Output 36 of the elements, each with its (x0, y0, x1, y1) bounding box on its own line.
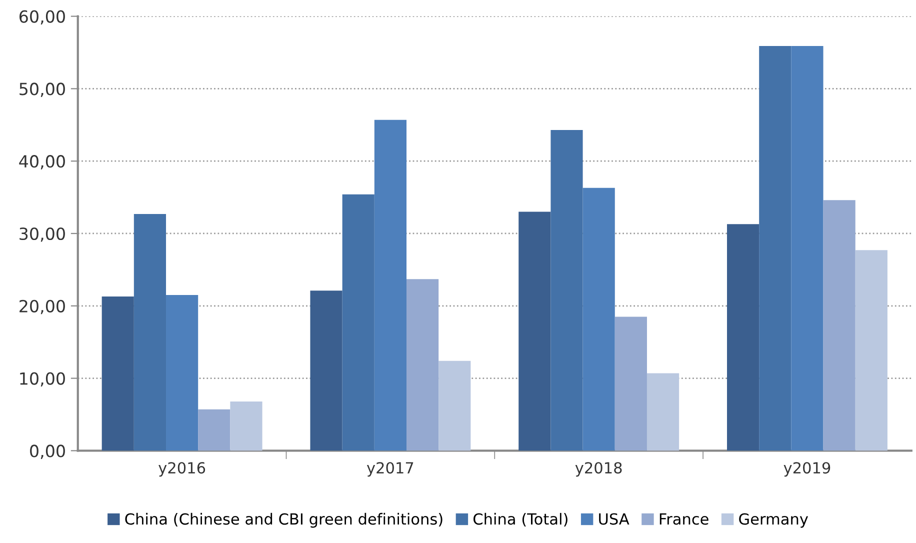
bar (855, 250, 888, 451)
bar (134, 214, 166, 451)
bar (198, 409, 230, 451)
y-tick-label: 50,00 (20, 82, 65, 97)
bar (342, 194, 374, 451)
legend-label: China (Chinese and CBI green definitions) (125, 512, 442, 528)
bar (823, 200, 856, 451)
bar (791, 46, 824, 451)
bar (438, 360, 471, 451)
legend-label: China (Total) (473, 512, 568, 527)
y-tick-label: 0,00 (30, 444, 65, 459)
x-tick-label: y2016 (158, 462, 206, 477)
bar (374, 120, 406, 451)
x-tick-label: y2017 (366, 462, 414, 477)
bar (230, 401, 262, 451)
bar (310, 290, 342, 451)
x-tick-label: y2019 (784, 462, 830, 477)
bar (726, 224, 760, 451)
bar (759, 46, 792, 451)
bar (582, 188, 615, 451)
x-tick-label: y2018 (575, 462, 622, 477)
legend-label: France (660, 513, 708, 525)
bar (550, 130, 583, 451)
bar (614, 316, 647, 451)
bar (518, 212, 551, 451)
y-tick-label: 20,00 (20, 300, 65, 314)
legend-label: USA (599, 513, 630, 525)
y-tick-label: 10,00 (20, 372, 65, 387)
bar (406, 279, 439, 451)
legend-label: Germany (739, 513, 808, 528)
bar (166, 295, 198, 451)
bar (102, 296, 134, 451)
bar (646, 373, 680, 451)
y-tick-label: 40,00 (19, 155, 65, 170)
y-tick-label: 60,00 (20, 10, 65, 25)
y-tick-label: 30,00 (20, 227, 65, 242)
